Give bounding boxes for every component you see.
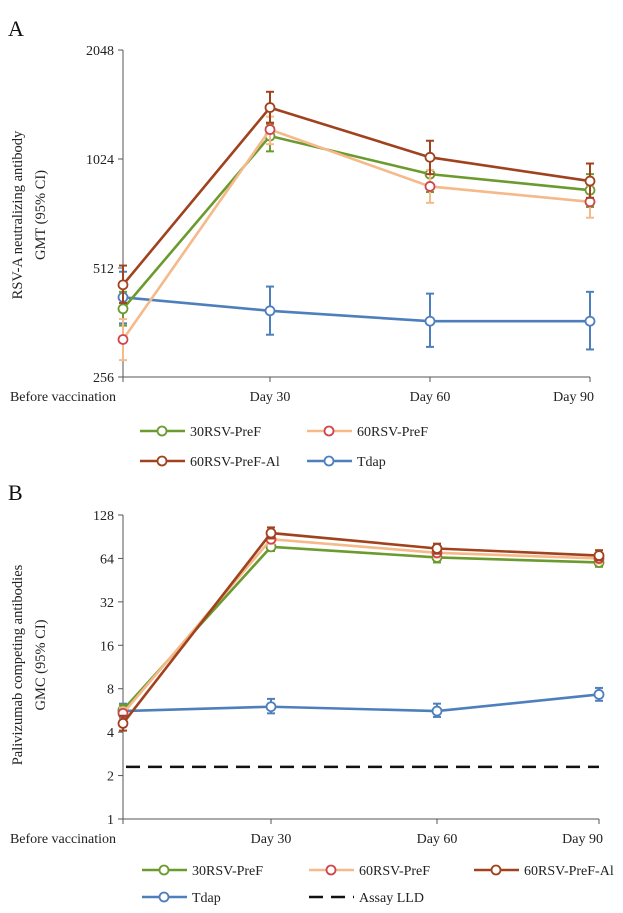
legend-label: Assay LLD	[359, 891, 424, 906]
legend-label: 60RSV-PreF-Al	[524, 864, 614, 879]
data-point	[265, 701, 277, 713]
data-point	[424, 151, 436, 163]
legend-label: 60RSV-PreF	[359, 864, 430, 879]
x-tick-label: Day 90	[562, 832, 603, 847]
series-60rsv-pref	[117, 533, 605, 721]
panel-a: A 256 512 1024 2048 Before vaccination Day 30 D…	[8, 16, 596, 470]
legend-label: Tdap	[357, 455, 386, 470]
data-point	[593, 550, 605, 561]
x-tick-label: Day 30	[251, 832, 292, 847]
legend-label: Tdap	[192, 891, 221, 906]
series-tdap	[117, 686, 605, 720]
legend-item: 60RSV-PreF	[307, 425, 428, 440]
panel-b: B 1 2 4 8 16 32 64 128 Before vaccination Day 30 Da…	[8, 480, 614, 906]
data-point	[424, 181, 436, 192]
data-point	[264, 124, 276, 135]
y-tick-label: 8	[107, 683, 114, 698]
panel-letter: B	[8, 480, 23, 505]
series-30rsv-pref	[117, 122, 596, 327]
series-60rsv-pref-al	[117, 90, 596, 304]
legend-item: 30RSV-PreF	[140, 425, 261, 440]
series-line	[121, 106, 591, 286]
legend-label: 60RSV-PreF-Al	[190, 455, 280, 470]
x-tick-label: Day 60	[417, 832, 458, 847]
series-tdap	[117, 270, 596, 351]
legend: 30RSV-PreF 60RSV-PreF 60RSV-PreF-Al Tdap Ass…	[142, 864, 614, 906]
series-line	[122, 693, 600, 713]
series-60rsv-pref	[117, 115, 596, 362]
y-tick-label: 1	[107, 813, 114, 828]
y-tick-label: 1024	[86, 153, 114, 168]
data-point	[584, 315, 596, 327]
series-60rsv-pref-al	[117, 526, 605, 732]
series-line	[122, 134, 591, 310]
legend-label: 30RSV-PreF	[192, 864, 263, 879]
x-tick-label: Day 90	[553, 390, 594, 405]
panel-letter: A	[8, 16, 24, 41]
legend-marker	[325, 864, 337, 876]
y-tick-label: 32	[100, 596, 114, 611]
y-axis-label: GMC (95% CI)	[33, 619, 49, 710]
x-tick-label: Before vaccination	[10, 832, 116, 847]
y-tick-label: 512	[93, 262, 114, 277]
y-tick-label: 2048	[86, 44, 114, 59]
y-tick-label: 128	[93, 509, 114, 524]
x-tick-label: Day 60	[410, 390, 451, 405]
legend-item: 60RSV-PreF-Al	[140, 455, 280, 470]
legend-label: 30RSV-PreF	[190, 425, 261, 440]
y-tick-label: 2	[107, 770, 114, 785]
data-point	[117, 303, 129, 315]
legend-marker	[158, 891, 170, 903]
legend-marker	[323, 425, 335, 437]
series-line	[122, 295, 590, 323]
x-tick-label: Before vaccination	[10, 390, 116, 405]
data-point	[584, 175, 596, 187]
series-line	[121, 127, 591, 341]
data-point	[431, 543, 443, 554]
y-axis-label: RSV-A neutralizing antibody	[10, 130, 26, 299]
data-point	[117, 334, 129, 345]
legend: 30RSV-PreF 60RSV-PreF 60RSV-PreF-Al Tdap	[140, 425, 428, 470]
legend-marker	[490, 864, 502, 876]
data-point	[264, 305, 276, 317]
y-axis-label: GMT (95% CI)	[33, 170, 49, 260]
series-30rsv-pref	[117, 541, 605, 717]
series-line	[121, 531, 600, 725]
data-point	[431, 705, 443, 717]
legend-item: Tdap	[307, 455, 386, 470]
data-point	[117, 279, 129, 291]
legend-marker	[323, 455, 335, 467]
data-point	[264, 102, 276, 113]
legend-item: Tdap	[142, 891, 221, 906]
y-tick-label: 64	[100, 552, 114, 567]
data-point	[117, 717, 129, 729]
x-tick-label: Day 30	[250, 390, 291, 405]
legend-item: 60RSV-PreF-Al	[474, 864, 614, 879]
y-tick-label: 16	[100, 639, 114, 654]
legend-item: 30RSV-PreF	[142, 864, 263, 879]
y-axis-label: Palivizumab competing antibodies	[10, 564, 26, 765]
legend-label: 60RSV-PreF	[357, 425, 428, 440]
legend-marker	[156, 455, 168, 467]
legend-marker	[158, 864, 170, 876]
y-tick-label: 256	[93, 371, 114, 386]
data-point	[424, 315, 436, 327]
y-tick-label: 4	[107, 726, 114, 741]
legend-item: 60RSV-PreF	[309, 864, 430, 879]
legend-item: Assay LLD	[309, 891, 424, 906]
legend-marker	[156, 425, 168, 437]
data-point	[593, 689, 605, 700]
series-line	[122, 537, 600, 715]
data-point	[265, 527, 277, 539]
